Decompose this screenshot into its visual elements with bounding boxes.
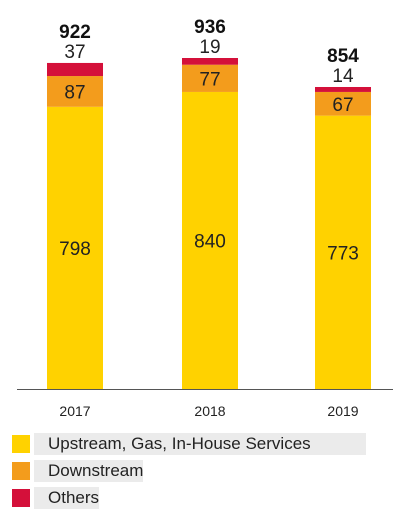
bar-upstream-2019 bbox=[315, 115, 371, 390]
data-label-downstream-2017: 87 bbox=[64, 82, 85, 103]
legend-swatch-others bbox=[12, 489, 30, 507]
x-tick-label-2017: 2017 bbox=[59, 403, 90, 419]
legend-item-downstream: Downstream bbox=[12, 460, 388, 482]
bar-downstream-2018 bbox=[182, 64, 238, 92]
data-label-upstream-2017: 798 bbox=[59, 239, 91, 260]
total-label-2019: 854 bbox=[327, 46, 359, 67]
bar-others-2017 bbox=[47, 62, 103, 77]
bar-downstream-2017 bbox=[47, 76, 103, 107]
x-tick-label-2018: 2018 bbox=[194, 403, 225, 419]
bar-upstream-2017 bbox=[47, 106, 103, 390]
data-label-downstream-2018: 77 bbox=[199, 69, 220, 90]
data-label-others-2017: 37 bbox=[64, 42, 85, 63]
data-label-upstream-2019: 773 bbox=[327, 243, 359, 264]
total-label-2018: 936 bbox=[194, 17, 226, 38]
data-label-upstream-2018: 840 bbox=[194, 231, 226, 252]
legend-label-downstream: Downstream bbox=[34, 460, 144, 482]
x-tick-label-2019: 2019 bbox=[327, 403, 358, 419]
bar-upstream-2018 bbox=[182, 91, 238, 389]
legend-item-others: Others bbox=[12, 487, 388, 509]
legend-item-upstream: Upstream, Gas, In-House Services bbox=[12, 433, 388, 455]
legend-swatch-downstream bbox=[12, 462, 30, 480]
legend: Upstream, Gas, In-House Services Downstr… bbox=[12, 433, 388, 514]
data-label-others-2018: 19 bbox=[199, 37, 220, 58]
legend-swatch-upstream bbox=[12, 435, 30, 453]
legend-label-upstream: Upstream, Gas, In-House Services bbox=[34, 433, 366, 455]
data-label-downstream-2019: 67 bbox=[332, 95, 353, 116]
total-label-2017: 922 bbox=[59, 22, 91, 43]
bar-others-2018 bbox=[182, 58, 238, 65]
data-label-others-2019: 14 bbox=[332, 66, 354, 87]
bar-others-2019 bbox=[315, 86, 371, 92]
bar-downstream-2019 bbox=[315, 91, 371, 116]
legend-label-others: Others bbox=[34, 487, 100, 509]
